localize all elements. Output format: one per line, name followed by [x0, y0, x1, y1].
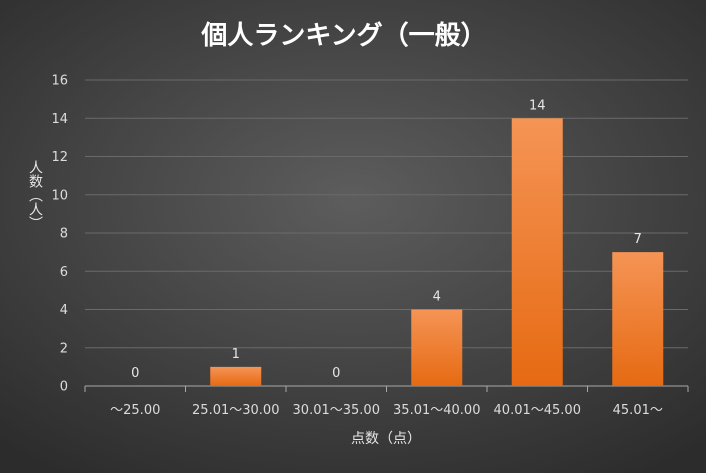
y-tick-label: 14 — [51, 112, 68, 127]
y-axis-label: 人数（人） — [27, 160, 43, 230]
bar — [210, 366, 262, 386]
x-tick-label: 30.01～35.00 — [293, 403, 380, 418]
y-tick-label: 8 — [60, 227, 68, 242]
x-axis-label: 点数（点） — [351, 431, 421, 447]
x-tick-label: 40.01～45.00 — [494, 403, 581, 418]
x-tick-label: 35.01～40.00 — [393, 403, 480, 418]
x-tick-label: ～25.00 — [110, 403, 160, 418]
chart-title: 個人ランキング（一般） — [200, 21, 486, 51]
x-axis-ticks: ～25.00 25.01～30.00 30.01～35.00 35.01～40.00 4… — [110, 403, 663, 418]
data-label: 7 — [634, 232, 642, 247]
y-tick-label: 6 — [60, 265, 68, 280]
y-tick-label: 0 — [60, 380, 68, 395]
bar — [411, 309, 463, 386]
y-tick-label: 4 — [60, 303, 68, 318]
data-label: 0 — [131, 366, 139, 381]
data-label: 4 — [433, 290, 441, 305]
bar — [612, 252, 664, 386]
data-label: 0 — [332, 366, 340, 381]
x-tick-label: 25.01～30.00 — [192, 403, 279, 418]
gridlines — [84, 79, 689, 392]
y-tick-label: 10 — [51, 188, 68, 203]
x-tick-label: 45.01～ — [613, 403, 663, 418]
y-tick-label: 16 — [51, 74, 68, 89]
bar — [511, 118, 563, 386]
y-axis-ticks: 0 2 4 6 8 10 12 14 16 — [51, 74, 68, 395]
data-labels: 0 1 0 4 14 7 — [131, 98, 642, 381]
y-tick-label: 2 — [60, 341, 68, 356]
bars — [210, 118, 664, 386]
y-tick-label: 12 — [51, 150, 68, 165]
data-label: 14 — [529, 98, 546, 113]
data-label: 1 — [232, 347, 240, 362]
